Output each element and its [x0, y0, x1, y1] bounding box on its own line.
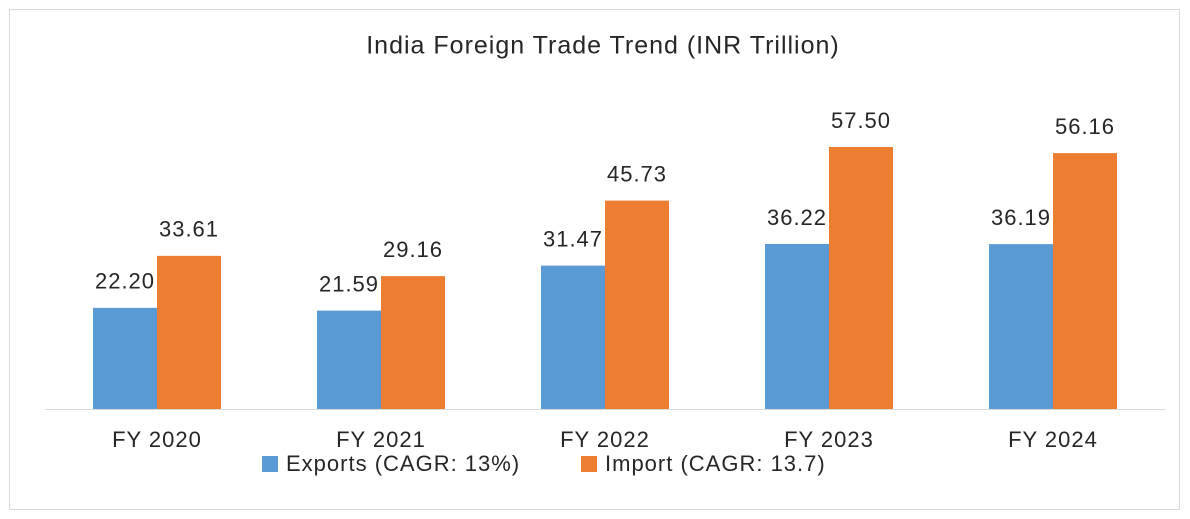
data-label: 33.61	[159, 217, 219, 242]
bar	[765, 243, 829, 409]
legend-label: Import (CAGR: 13.7)	[605, 451, 826, 476]
bar	[1053, 153, 1117, 409]
data-label: 36.22	[767, 205, 827, 230]
bar	[317, 310, 381, 409]
bar	[829, 147, 893, 409]
legend-swatch	[262, 456, 278, 472]
data-label: 31.47	[543, 226, 603, 251]
legend-swatch	[581, 456, 597, 472]
legend-label: Exports (CAGR: 13%)	[286, 451, 520, 476]
x-tick-label: FY 2024	[1008, 427, 1098, 452]
bar	[93, 307, 157, 409]
x-tick-label: FY 2020	[112, 427, 202, 452]
bar	[381, 276, 445, 409]
data-label: 21.59	[319, 271, 379, 296]
data-label: 57.50	[831, 108, 891, 133]
data-label: 29.16	[383, 237, 443, 262]
data-label: 45.73	[607, 161, 667, 186]
x-tick-label: FY 2021	[336, 427, 426, 452]
data-label: 36.19	[991, 205, 1051, 230]
bar	[157, 255, 221, 409]
x-tick-label: FY 2022	[560, 427, 650, 452]
data-label: 56.16	[1055, 114, 1115, 139]
x-tick-label: FY 2023	[784, 427, 874, 452]
bar	[541, 265, 605, 409]
bar	[605, 200, 669, 409]
bar	[989, 244, 1053, 409]
chart-title: India Foreign Trade Trend (INR Trillion)	[366, 32, 840, 60]
data-label: 22.20	[95, 269, 155, 294]
